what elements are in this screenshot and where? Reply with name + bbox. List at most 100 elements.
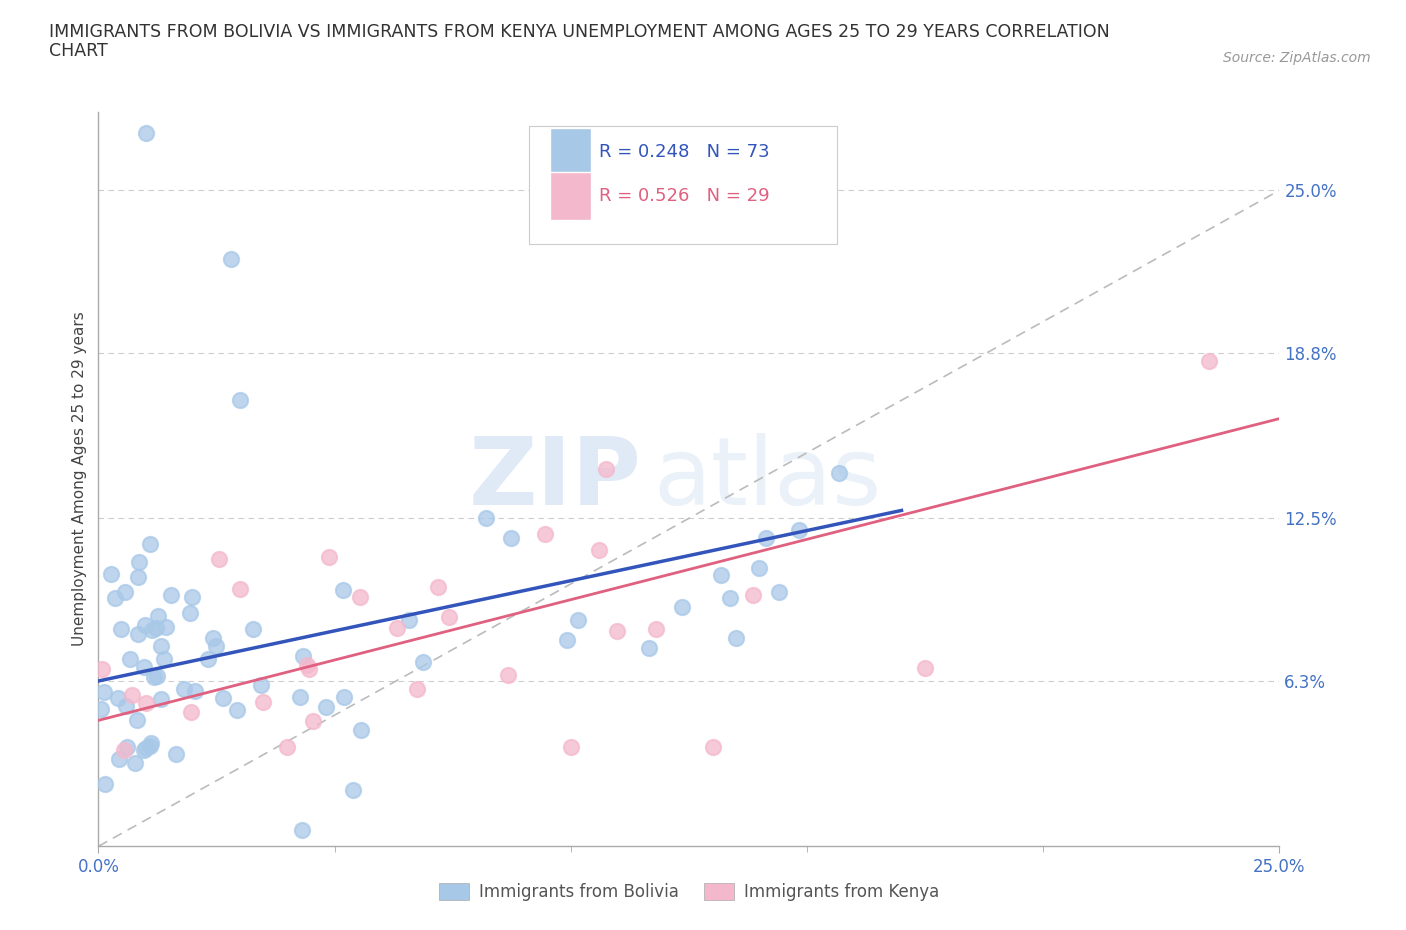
Point (297, 658, 319, 672)
Point (179, 606, 201, 621)
Point (114, 585, 136, 600)
Point (180, 704, 202, 719)
Point (107, 691, 129, 706)
Point (138, 738, 160, 753)
Point (298, 662, 321, 677)
Point (437, 609, 460, 624)
Point (427, 580, 450, 595)
Point (135, 696, 157, 711)
FancyBboxPatch shape (530, 126, 837, 244)
Point (242, 621, 264, 636)
Point (150, 638, 173, 653)
Point (748, 561, 770, 576)
Point (288, 690, 311, 705)
Point (555, 633, 578, 648)
Text: IMMIGRANTS FROM BOLIVIA VS IMMIGRANTS FROM KENYA UNEMPLOYMENT AMONG AGES 25 TO 2: IMMIGRANTS FROM BOLIVIA VS IMMIGRANTS FR… (49, 23, 1109, 41)
Point (146, 669, 169, 684)
Point (588, 542, 610, 557)
Point (534, 526, 557, 541)
Point (702, 739, 724, 754)
Point (155, 619, 177, 634)
Point (718, 590, 741, 604)
Point (768, 585, 790, 600)
Point (709, 567, 731, 582)
Point (100, 566, 122, 581)
Point (725, 631, 748, 645)
Point (250, 678, 273, 693)
Point (671, 600, 693, 615)
Point (567, 612, 589, 627)
Point (202, 631, 225, 645)
Point (117, 739, 139, 754)
Point (104, 591, 127, 605)
Point (145, 620, 167, 635)
Point (637, 641, 659, 656)
Point (229, 581, 252, 596)
Point (124, 755, 146, 770)
Point (914, 660, 936, 675)
Point (159, 587, 181, 602)
Point (412, 655, 434, 670)
Point (498, 667, 520, 682)
Text: ZIP: ZIP (468, 433, 641, 525)
Text: R = 0.526   N = 29: R = 0.526 N = 29 (599, 187, 770, 206)
Point (146, 609, 169, 624)
Point (135, 740, 157, 755)
Point (132, 659, 155, 674)
Point (142, 670, 165, 684)
Point (112, 743, 135, 758)
Point (1198, 353, 1220, 368)
Point (132, 743, 155, 758)
Point (127, 712, 149, 727)
Point (127, 627, 149, 642)
Point (90, 701, 112, 716)
Point (475, 511, 498, 525)
Point (742, 587, 765, 602)
Point (134, 618, 156, 632)
Point (127, 570, 149, 585)
Point (181, 590, 204, 604)
Point (229, 392, 252, 407)
Point (184, 684, 207, 698)
Point (560, 739, 582, 754)
Point (94, 777, 117, 791)
Point (349, 589, 371, 604)
Point (93, 684, 115, 699)
Point (90, 662, 112, 677)
Point (219, 251, 242, 266)
Point (115, 698, 138, 713)
Point (197, 651, 219, 666)
Point (398, 613, 420, 628)
Point (121, 687, 143, 702)
Text: CHART: CHART (49, 42, 108, 60)
Point (208, 551, 231, 566)
Point (332, 582, 354, 597)
Point (166, 747, 188, 762)
Point (205, 639, 228, 654)
Point (828, 465, 851, 480)
Point (318, 550, 340, 565)
Point (150, 692, 173, 707)
Point (108, 751, 131, 766)
Point (138, 537, 160, 551)
Point (135, 126, 157, 140)
Point (139, 735, 162, 750)
Point (291, 648, 314, 663)
Point (120, 652, 142, 667)
Point (787, 523, 810, 538)
Point (350, 723, 373, 737)
Text: Source: ZipAtlas.com: Source: ZipAtlas.com (1223, 51, 1371, 65)
Text: R = 0.248   N = 73: R = 0.248 N = 73 (599, 143, 770, 161)
Point (595, 461, 617, 476)
Point (333, 690, 356, 705)
Point (645, 621, 668, 636)
Text: atlas: atlas (654, 433, 882, 525)
Point (291, 822, 314, 837)
Point (315, 699, 337, 714)
FancyBboxPatch shape (550, 172, 591, 220)
Point (501, 531, 523, 546)
Point (276, 739, 298, 754)
Point (225, 703, 247, 718)
Point (128, 554, 150, 569)
FancyBboxPatch shape (550, 128, 591, 176)
